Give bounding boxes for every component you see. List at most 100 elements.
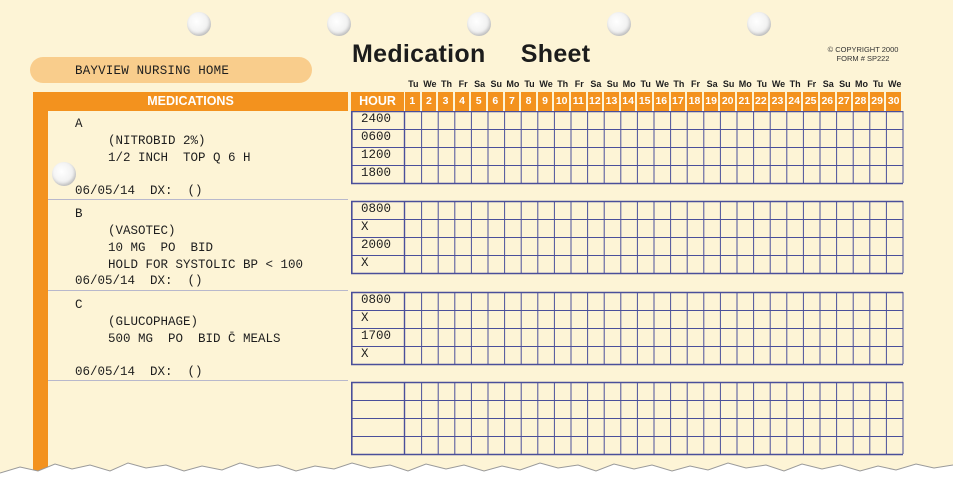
hour-value: X xyxy=(361,311,369,325)
day-name-label: Fr xyxy=(458,79,468,89)
day-name-label: Sa xyxy=(822,79,834,89)
day-name-label: Th xyxy=(440,79,452,89)
hour-value: X xyxy=(361,347,369,361)
hour-cell[interactable]: 0800 xyxy=(351,292,404,310)
day-number-label: 25 xyxy=(803,92,818,111)
day-number-label: 21 xyxy=(737,92,752,111)
left-accent-bar xyxy=(33,92,48,482)
day-name-label: Tu xyxy=(640,79,651,89)
day-name-label: Su xyxy=(722,79,735,89)
hour-cell[interactable]: X xyxy=(351,346,404,364)
hour-cell[interactable]: 1700 xyxy=(351,328,404,346)
day-number-label: 11 xyxy=(571,92,586,111)
binder-hole-icon xyxy=(327,12,351,36)
day-number-label: 27 xyxy=(836,92,852,111)
hour-cell[interactable]: X xyxy=(351,310,404,328)
sheet-title: Medication Sheet xyxy=(352,40,591,68)
hour-value: 0800 xyxy=(361,293,392,307)
day-name-label: Sa xyxy=(590,79,602,89)
day-number-label: 9 xyxy=(537,92,553,111)
hour-value: 1200 xyxy=(361,148,392,162)
hour-cell[interactable]: X xyxy=(351,255,404,273)
day-name-label: Mo xyxy=(738,79,752,89)
day-name-label: Su xyxy=(490,79,503,89)
hour-cell[interactable]: 1800 xyxy=(351,165,404,183)
medication-dose: 10 MG PO BID xyxy=(108,241,214,255)
day-name-label: Tu xyxy=(524,79,535,89)
hour-cell[interactable] xyxy=(351,418,404,436)
hour-cell[interactable]: 0800 xyxy=(351,201,404,219)
hour-header-label: HOUR xyxy=(359,94,396,108)
medications-header: MEDICATIONS xyxy=(33,92,348,111)
day-number-label: 8 xyxy=(521,92,536,111)
hour-value: 0600 xyxy=(361,130,392,144)
day-number-label: 2 xyxy=(421,92,437,111)
day-name-label: Su xyxy=(839,79,851,89)
day-name-label: We xyxy=(771,79,786,89)
medication-separator xyxy=(48,290,348,291)
day-name-label: We xyxy=(539,79,553,89)
day-number-label: 15 xyxy=(637,92,652,111)
day-name-label: Tu xyxy=(872,79,884,89)
day-number-label: 5 xyxy=(471,92,486,111)
medication-letter: B xyxy=(75,207,83,221)
day-number-label: 22 xyxy=(753,92,769,111)
hour-value: 2400 xyxy=(361,112,392,126)
hour-cell[interactable]: 2400 xyxy=(351,111,404,129)
hour-cell[interactable]: 1200 xyxy=(351,147,404,165)
medication-dose: 500 MG PO BID C̄ MEALS xyxy=(108,332,281,346)
copyright-line: © COPYRIGHT 2000 xyxy=(827,45,899,54)
day-name-label: Su xyxy=(606,79,619,89)
day-number-label: 12 xyxy=(587,92,603,111)
hour-value: X xyxy=(361,220,369,234)
facility-label: BAYVIEW NURSING HOME xyxy=(30,57,312,83)
medication-note: HOLD FOR SYSTOLIC BP < 100 xyxy=(108,258,304,272)
copyright-notice: © COPYRIGHT 2000 FORM # SP222 xyxy=(818,45,908,63)
day-name-label: Th xyxy=(557,79,569,89)
day-number-label: 7 xyxy=(504,92,520,111)
day-name-label: Fr xyxy=(807,79,817,89)
hour-cell[interactable] xyxy=(351,400,404,418)
medication-date-dx: 06/05/14 DX: () xyxy=(75,365,203,379)
hour-value: X xyxy=(361,256,369,270)
day-name-label: Fr xyxy=(690,79,700,89)
day-number-label: 20 xyxy=(720,92,735,111)
torn-edge xyxy=(0,462,953,482)
medication-dose: 1/2 INCH TOP Q 6 H xyxy=(108,151,251,165)
day-name-label: We xyxy=(888,79,902,89)
form-number: FORM # SP222 xyxy=(836,54,890,63)
day-number-label: 16 xyxy=(654,92,669,111)
medications-header-label: MEDICATIONS xyxy=(147,94,234,108)
day-name-label: Fr xyxy=(574,79,584,89)
hour-cell[interactable] xyxy=(351,382,404,400)
day-name-label: Mo xyxy=(854,79,868,89)
day-number-label: 29 xyxy=(869,92,885,111)
day-number-label: 23 xyxy=(770,92,785,111)
medication-name: (NITROBID 2%) xyxy=(108,134,206,148)
hour-value: 0800 xyxy=(361,202,392,216)
day-name-label: Sa xyxy=(706,79,718,89)
medication-letter: C xyxy=(75,298,83,312)
day-name-label: Tu xyxy=(756,79,768,89)
day-number-label: 30 xyxy=(886,92,901,111)
day-name-label: We xyxy=(423,79,437,89)
hour-cell[interactable]: 0600 xyxy=(351,129,404,147)
hour-cell[interactable]: 2000 xyxy=(351,237,404,255)
hour-cell[interactable] xyxy=(351,436,404,454)
binder-hole-icon xyxy=(747,12,771,36)
day-number-label: 19 xyxy=(703,92,719,111)
medication-letter: A xyxy=(75,117,83,131)
day-name-label: We xyxy=(655,79,669,89)
day-number-label: 24 xyxy=(786,92,802,111)
medication-name: (GLUCOPHAGE) xyxy=(108,315,199,329)
day-number-label: 13 xyxy=(604,92,619,111)
binder-hole-icon xyxy=(607,12,631,36)
hour-value: 2000 xyxy=(361,238,392,252)
hour-cell[interactable]: X xyxy=(351,219,404,237)
day-number-label: 3 xyxy=(438,92,453,111)
day-number-label: 17 xyxy=(670,92,686,111)
day-number-label: 18 xyxy=(687,92,702,111)
medication-separator xyxy=(48,380,348,381)
day-number-label: 14 xyxy=(620,92,636,111)
